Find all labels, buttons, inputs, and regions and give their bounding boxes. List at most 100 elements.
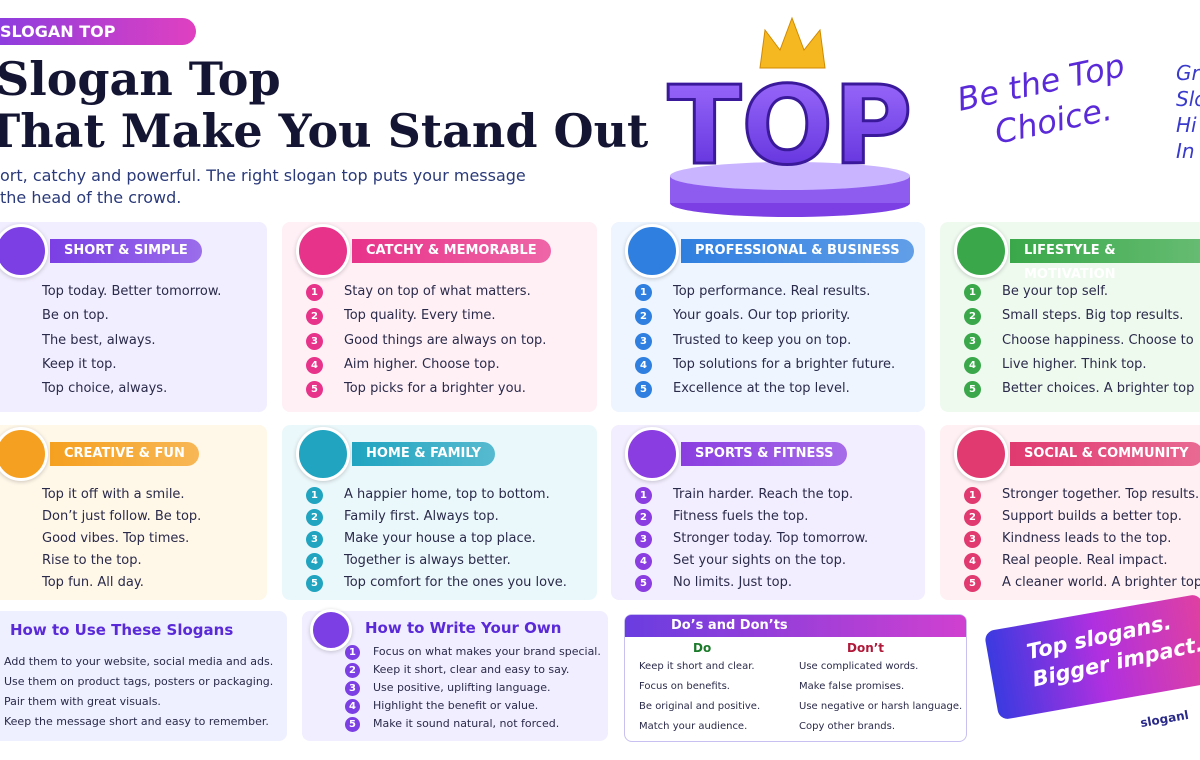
do-item: Focus on benefits. (639, 681, 730, 692)
do-label: Do (693, 641, 712, 655)
card-item: Small steps. Big top results. (1002, 308, 1184, 324)
item-number: 3 (964, 531, 981, 548)
item-number: 2 (345, 663, 360, 678)
item-number: 5 (964, 575, 981, 592)
card: HOME & FAMILY 1 A happier home, top to bot… (282, 425, 597, 600)
item-number: 3 (306, 332, 323, 350)
card-title: LIFESTYLE & MOTIVATION (1010, 239, 1200, 282)
badge: SLOGAN TOP (0, 18, 196, 45)
card-item: Top quality. Every time. (344, 308, 496, 324)
card-item: The best, always. (42, 332, 156, 348)
card-item: Good vibes. Top times. (42, 531, 190, 546)
side-fragment: Hi (1176, 113, 1197, 137)
card-item: Good things are always on top. (344, 332, 547, 348)
card-item: Train harder. Reach the top. (673, 487, 854, 502)
item-number: 1 (345, 645, 360, 660)
card: SOCIAL & COMMUNITY 1 Stronger together. To… (940, 425, 1200, 600)
write-item: Highlight the benefit or value. (373, 699, 539, 712)
item-number: 1 (635, 487, 652, 504)
card-item: Set your sights on the top. (673, 553, 846, 568)
card-item: Your goals. Our top priority. (673, 308, 851, 324)
item-number: 3 (306, 531, 323, 548)
item-number: 1 (964, 487, 981, 504)
card-item: Together is always better. (344, 553, 511, 568)
use-item: Use them on product tags, posters or pac… (4, 675, 274, 688)
card-item: Top solutions for a brighter future. (673, 356, 896, 372)
card-item: Top choice, always. (42, 381, 168, 397)
card-title: CATCHY & MEMORABLE (352, 239, 551, 263)
banner-site: sloganl (1139, 707, 1190, 731)
card-item: Fitness fuels the top. (673, 509, 809, 524)
item-number: 4 (345, 699, 360, 714)
card-item: Top it off with a smile. (42, 487, 185, 502)
card: SHORT & SIMPLE Top today. Better tomorrow… (0, 222, 267, 412)
card-item: Stronger together. Top results. (1002, 487, 1200, 502)
card-item: Keep it top. (42, 356, 117, 372)
card-item: Top comfort for the ones you love. (344, 575, 567, 590)
card-item: Top picks for a brighter you. (344, 381, 526, 397)
tagline: Be the Top Choice. (954, 45, 1137, 159)
dont-item: Use complicated words. (799, 661, 919, 672)
header-bar (625, 615, 966, 637)
card-item: Aim higher. Choose top. (344, 356, 500, 372)
card-item: Be your top self. (1002, 284, 1108, 299)
item-number: 3 (345, 681, 360, 696)
icon (310, 609, 352, 651)
icon (954, 427, 1008, 481)
card: LIFESTYLE & MOTIVATION 1 Be your top self.… (940, 222, 1200, 412)
item-number: 4 (635, 356, 652, 374)
icon (296, 224, 350, 278)
write-item: Focus on what makes your brand special. (373, 645, 601, 658)
side-fragment: In (1176, 139, 1195, 163)
icon (954, 224, 1008, 278)
item-number: 3 (964, 332, 981, 350)
item-number: 4 (964, 553, 981, 570)
card-item: Rise to the top. (42, 553, 142, 568)
icon (0, 427, 48, 481)
do-item: Match your audience. (639, 721, 748, 732)
item-number: 5 (345, 717, 360, 732)
dont-item: Make false promises. (799, 681, 905, 692)
card-item: Kindness leads to the top. (1002, 531, 1172, 546)
side-fragment: Slo (1176, 87, 1200, 111)
card-title: HOME & FAMILY (352, 442, 496, 466)
subtitle: ort, catchy and powerful. The right slog… (0, 166, 526, 185)
pedestal (670, 162, 910, 190)
item-number: 4 (306, 356, 323, 374)
item-number: 5 (635, 381, 652, 399)
hero-word: TOP (668, 64, 913, 189)
card-item: Trusted to keep you on top. (673, 332, 852, 348)
card: SPORTS & FITNESS 1 Train harder. Reach the… (611, 425, 925, 600)
card-item: Family first. Always top. (344, 509, 499, 524)
subtitle: the head of the crowd. (0, 188, 182, 207)
card-item: Top performance. Real results. (673, 284, 871, 299)
title-line: That Make You Stand Out (0, 104, 649, 158)
card-item: Stronger today. Top tomorrow. (673, 531, 869, 546)
item-number: 2 (306, 509, 323, 526)
write-item: Keep it short, clear and easy to say. (373, 663, 570, 676)
side-text: GrSloHiIn (1176, 60, 1200, 164)
card-title: PROFESSIONAL & BUSINESS (681, 239, 914, 263)
card-item: Make your house a top place. (344, 531, 536, 546)
card-item: Better choices. A brighter top (1002, 381, 1195, 397)
item-number: 2 (306, 308, 323, 326)
card: CREATIVE & FUN Top it off with a smile. Do… (0, 425, 267, 600)
card-item: Top today. Better tomorrow. (42, 284, 222, 299)
card-item: Live higher. Think top. (1002, 356, 1147, 372)
section-title: Do’s and Don’ts (671, 618, 788, 633)
card: CATCHY & MEMORABLE 1 Stay on top of what m… (282, 222, 597, 412)
card-item: Top fun. All day. (42, 575, 144, 590)
how-to-write: How to Write Your Own 1 Focus on what mak… (302, 609, 608, 741)
item-number: 5 (964, 381, 981, 399)
item-number: 2 (964, 308, 981, 326)
item-number: 1 (306, 284, 323, 301)
item-number: 1 (635, 284, 652, 301)
card-item: Excellence at the top level. (673, 381, 850, 397)
dos-donts: Do’s and Don’ts Do Don’t Keep it short a… (624, 614, 967, 742)
item-number: 2 (635, 308, 652, 326)
title-line: Slogan Top (0, 52, 281, 106)
item-number: 4 (635, 553, 652, 570)
card-title: SOCIAL & COMMUNITY (1010, 442, 1200, 466)
hero-graphic: TOP (666, 16, 914, 217)
do-item: Be original and positive. (639, 701, 761, 712)
